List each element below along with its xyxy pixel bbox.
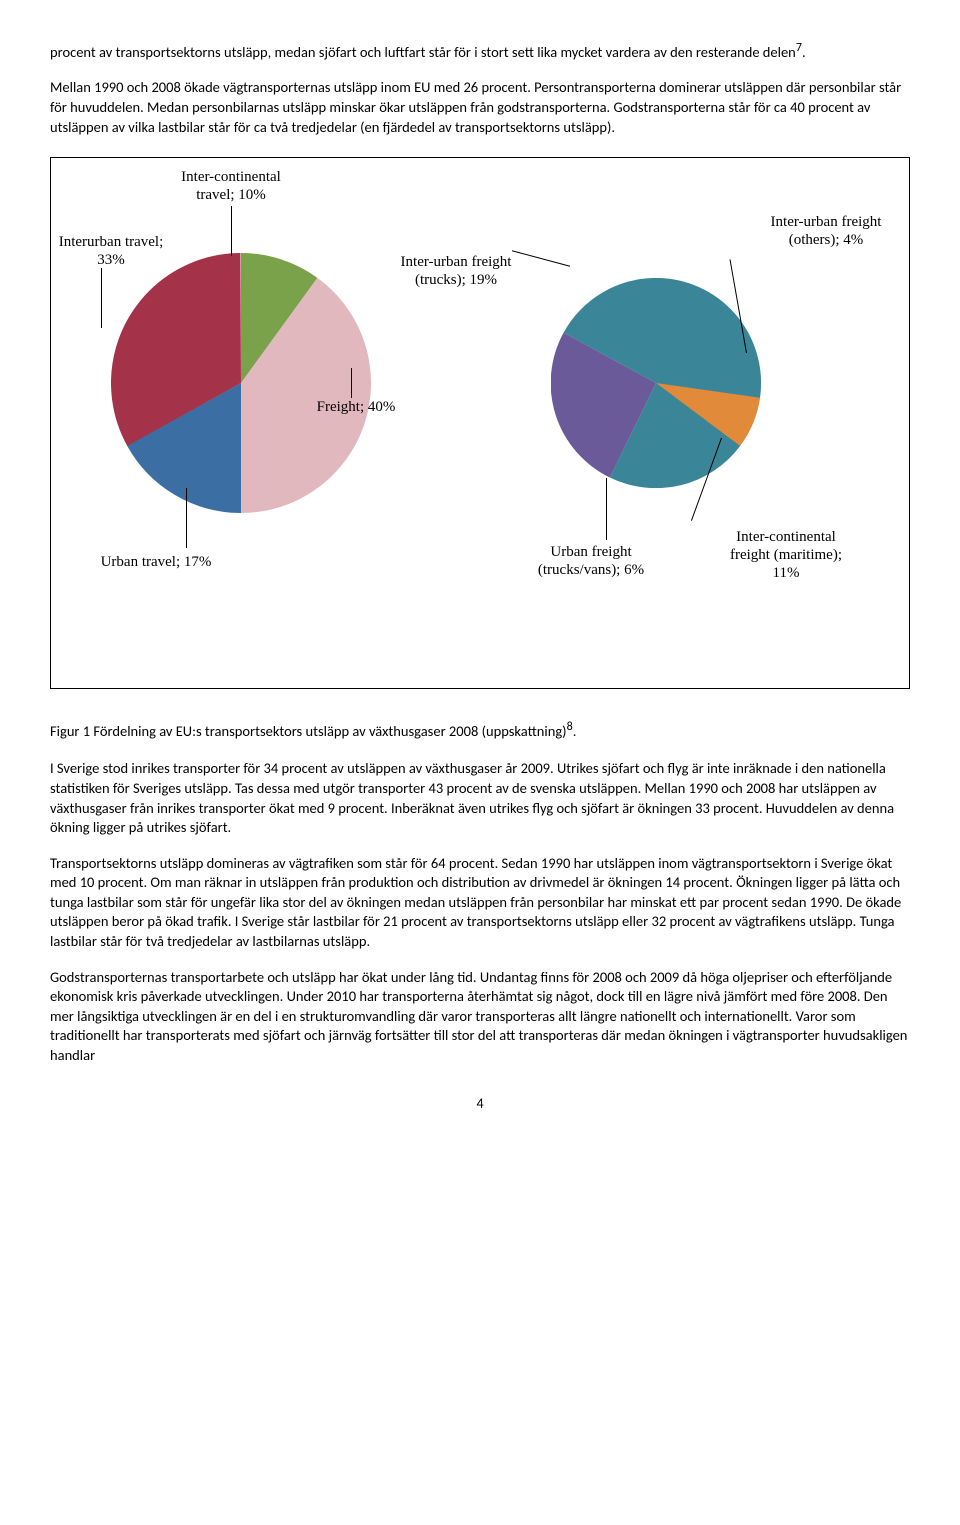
label-interurban-freight-trucks: Inter-urban freight (trucks); 19% [391, 253, 521, 289]
label-intercontinental-travel: Inter-continental travel; 10% [171, 168, 291, 204]
label-intercontinental-freight: Inter-continental freight (maritime); 11… [716, 528, 856, 582]
label-urban-travel: Urban travel; 17% [91, 553, 221, 571]
paragraph-4: Transportsektorns utsläpp domineras av v… [50, 854, 910, 952]
emissions-pie-chart: Inter-continental travel; 10% Interurban… [50, 157, 910, 689]
paragraph-2: Mellan 1990 och 2008 ökade vägtransporte… [50, 78, 910, 137]
label-freight: Freight; 40% [306, 398, 406, 416]
paragraph-1: procent av transportsektorns utsläpp, me… [50, 40, 910, 62]
page-number: 4 [50, 1095, 910, 1114]
right-pie [551, 278, 761, 488]
label-interurban-travel: Interurban travel; 33% [51, 233, 171, 269]
label-interurban-freight-others: Inter-urban freight (others); 4% [761, 213, 891, 249]
figure-caption: Figur 1 Fördelning av EU:s transportsekt… [50, 719, 910, 741]
left-pie [111, 253, 371, 513]
paragraph-3: I Sverige stod inrikes transporter för 3… [50, 759, 910, 837]
paragraph-5: Godstransporternas transportarbete och u… [50, 968, 910, 1066]
label-urban-freight: Urban freight (trucks/vans); 6% [521, 543, 661, 579]
